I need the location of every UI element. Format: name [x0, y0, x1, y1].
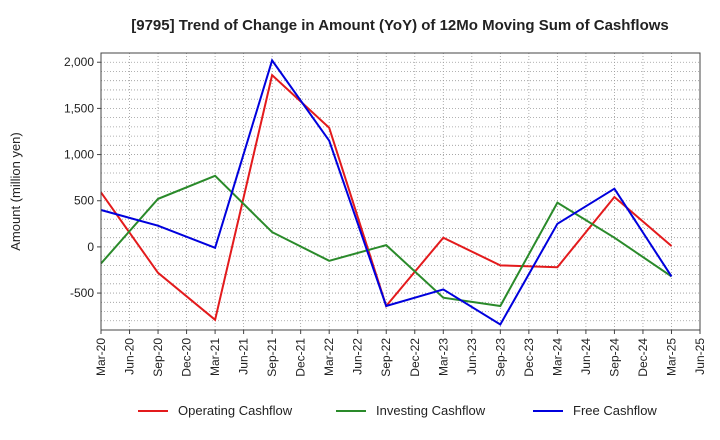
x-tick-label: Jun-23	[465, 338, 479, 375]
y-tick-label: -500	[70, 286, 94, 300]
x-tick-label: Mar-22	[322, 338, 336, 376]
x-tick-label: Dec-21	[294, 338, 308, 377]
legend-label: Free Cashflow	[573, 403, 657, 418]
x-tick-label: Mar-24	[550, 338, 564, 376]
x-tick-label: Sep-21	[265, 338, 279, 377]
series-line-investing-cashflow	[100, 174, 673, 308]
x-tick-label: Sep-23	[493, 338, 507, 377]
x-tick-label: Mar-20	[94, 338, 108, 376]
x-tick-label: Jun-25	[693, 338, 707, 375]
y-tick-label: 2,000	[64, 55, 94, 69]
y-tick-label: 0	[87, 240, 94, 254]
x-tick-label: Sep-20	[151, 338, 165, 377]
x-tick-label: Mar-25	[664, 338, 678, 376]
series-line-free-cashflow	[100, 58, 673, 326]
series-group	[100, 58, 673, 326]
x-tick-label: Jun-24	[579, 338, 593, 375]
x-tick-label: Dec-22	[408, 338, 422, 377]
x-tick-label: Sep-24	[607, 338, 621, 377]
legend-label: Investing Cashflow	[376, 403, 486, 418]
plot-frame	[100, 52, 701, 331]
y-tick-label: 1,500	[64, 101, 94, 115]
x-tick-label: Dec-24	[636, 338, 650, 377]
x-tick-label: Jun-20	[123, 338, 137, 375]
x-tick-label: Dec-20	[180, 338, 194, 377]
x-tick-label: Jun-21	[237, 338, 251, 375]
y-axis: 2,000 1,500 1,000 500 0 -500	[64, 55, 101, 300]
y-axis-label: Amount (million yen)	[8, 132, 23, 251]
x-tick-label: Jun-22	[351, 338, 365, 375]
x-axis: Mar-20 Jun-20 Sep-20 Dec-20 Mar-21 Jun-21 Sep-…	[94, 330, 707, 377]
x-tick-label: Dec-23	[522, 338, 536, 377]
x-tick-label: Mar-23	[436, 338, 450, 376]
legend: Operating Cashflow Investing Cashflow Free…	[138, 403, 657, 418]
x-tick-label: Mar-21	[208, 338, 222, 376]
x-tick-label: Sep-22	[379, 338, 393, 377]
y-tick-label: 1,000	[64, 148, 94, 162]
legend-label: Operating Cashflow	[178, 403, 293, 418]
y-tick-label: 500	[74, 194, 94, 208]
chart-title: [9795] Trend of Change in Amount (YoY) o…	[131, 17, 669, 34]
